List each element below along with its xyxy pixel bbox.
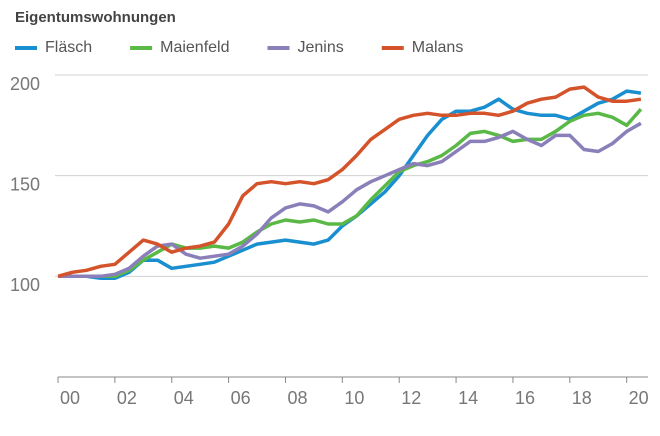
series-line xyxy=(58,89,642,281)
x-tick-label: 08 xyxy=(287,388,307,408)
y-tick-label: 200 xyxy=(10,74,40,94)
y-tick-label: 150 xyxy=(10,174,40,194)
legend-label: Malans xyxy=(412,39,464,56)
chart-title: Eigentumswohnungen xyxy=(15,9,176,26)
x-tick-label: 16 xyxy=(515,388,535,408)
y-tick-label: 100 xyxy=(10,275,40,295)
x-tick-label: 04 xyxy=(174,388,194,408)
series-line xyxy=(58,108,643,279)
x-tick-label: 00 xyxy=(60,388,80,408)
series-line xyxy=(57,85,642,278)
legend-label: Jenins xyxy=(298,39,344,56)
series-line xyxy=(58,121,642,279)
x-tick-label: 06 xyxy=(231,388,251,408)
x-tick-label: 20 xyxy=(629,388,649,408)
x-tick-label: 02 xyxy=(117,388,137,408)
x-tick-label: 14 xyxy=(458,388,478,408)
x-tick-label: 12 xyxy=(401,388,421,408)
x-tick-label: 18 xyxy=(572,388,592,408)
legend-label: Fläsch xyxy=(45,39,92,56)
x-tick-label: 10 xyxy=(344,388,364,408)
legend-label: Maienfeld xyxy=(160,39,229,56)
